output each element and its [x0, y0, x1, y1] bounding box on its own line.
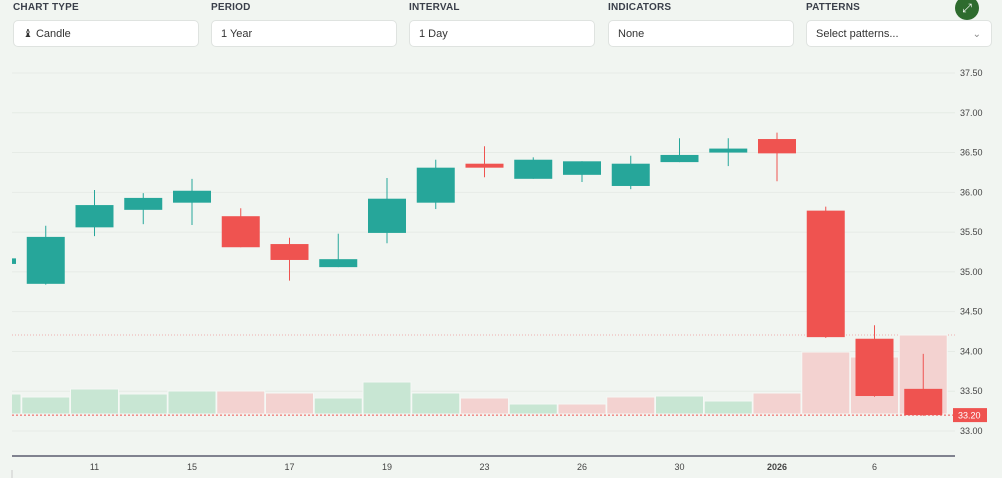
y-tick-label: 36.00 — [960, 187, 983, 197]
candle-body — [855, 338, 894, 397]
y-tick-label: 34.50 — [960, 307, 983, 317]
y-tick-label: 33.00 — [960, 426, 983, 436]
candle-body — [26, 236, 65, 284]
volume-bar — [752, 392, 802, 415]
volume-bar — [21, 396, 71, 415]
volume-bar — [508, 403, 558, 415]
volume-bar — [801, 351, 851, 415]
x-tick-label: 17 — [284, 462, 294, 472]
y-axis: 37.50 37.00 36.50 36.00 35.50 35.00 34.50 34.00… — [953, 68, 987, 436]
candle-body — [709, 148, 748, 153]
y-tick-label: 33.50 — [960, 386, 983, 396]
candle-body — [904, 388, 943, 416]
expand-button[interactable]: ⤢ — [955, 0, 979, 20]
volume-bar — [216, 390, 266, 415]
indicators-value: None — [618, 28, 645, 40]
candle-body — [514, 159, 553, 179]
chart-type-label: CHART TYPE — [13, 2, 79, 13]
candle-body — [221, 216, 260, 248]
candle-body — [12, 258, 16, 264]
interval-label: INTERVAL — [409, 2, 460, 13]
candle-body — [270, 244, 309, 260]
x-tick-label: 19 — [382, 462, 392, 472]
indicators-label: INDICATORS — [608, 2, 672, 13]
x-axis: 11 15 17 19 23 26 30 2026 6 — [90, 462, 877, 472]
volume-bar — [313, 397, 363, 415]
candles — [12, 132, 955, 416]
candle-body — [319, 259, 358, 268]
chart-type-select[interactable]: ♝ Candle — [13, 20, 199, 47]
volume-bar — [70, 388, 119, 415]
candle-body — [563, 161, 601, 175]
candle-body — [124, 197, 163, 210]
chart-type-value: Candle — [35, 28, 71, 40]
volume-bar — [362, 381, 412, 415]
x-tick-label: 26 — [577, 462, 587, 472]
period-value: 1 Year — [221, 28, 253, 40]
volume-bar — [703, 400, 753, 415]
last-price-label: 33.20 — [958, 411, 981, 421]
candle-body — [758, 139, 796, 154]
candle-body — [611, 163, 650, 186]
volume-bar — [557, 403, 607, 415]
volume-bar — [411, 392, 461, 415]
x-tick-label: 6 — [872, 462, 877, 472]
x-tick-label: 2026 — [767, 462, 787, 472]
volume-bar — [265, 392, 314, 415]
volume-bar — [460, 397, 509, 415]
candle-body — [416, 167, 455, 203]
y-tick-label: 35.50 — [960, 227, 983, 237]
x-tick-label: 15 — [187, 462, 197, 472]
x-tick-label: 30 — [674, 462, 684, 472]
y-tick-label: 37.50 — [960, 68, 983, 78]
candle-body — [75, 205, 114, 228]
last-price-tag — [953, 408, 987, 423]
patterns-placeholder: Select patterns... — [816, 28, 899, 40]
y-tick-label: 36.50 — [960, 148, 983, 158]
y-tick-label: 37.00 — [960, 108, 983, 118]
y-tick-label: 34.00 — [960, 346, 983, 356]
period-label: PERIOD — [211, 2, 251, 13]
x-tick-label: 11 — [90, 462, 99, 472]
candle-body — [806, 210, 845, 338]
y-tick-label: 35.00 — [960, 267, 983, 277]
volume-bar — [118, 393, 168, 415]
expand-icon: ⤢ — [962, 1, 972, 15]
candle-body — [368, 198, 406, 233]
grid — [12, 72, 955, 432]
indicators-select[interactable]: None — [608, 20, 794, 47]
candle-body — [465, 163, 504, 168]
volume-bar — [12, 393, 22, 415]
period-select[interactable]: 1 Year — [211, 20, 397, 47]
chevron-down-icon: ⌄ — [972, 29, 981, 40]
volume-bars — [12, 334, 948, 415]
interval-value: 1 Day — [419, 28, 448, 40]
volume-bar — [167, 390, 217, 415]
x-tick-label: 23 — [479, 462, 489, 472]
candle-body — [173, 190, 211, 203]
patterns-select[interactable]: Select patterns... ⌄ — [806, 20, 992, 47]
interval-select[interactable]: 1 Day — [409, 20, 595, 47]
patterns-label: PATTERNS — [806, 2, 861, 13]
candle-icon: ♝ — [23, 28, 33, 40]
candle-body — [660, 154, 699, 163]
volume-bar — [606, 396, 656, 415]
volume-bar — [655, 395, 704, 415]
